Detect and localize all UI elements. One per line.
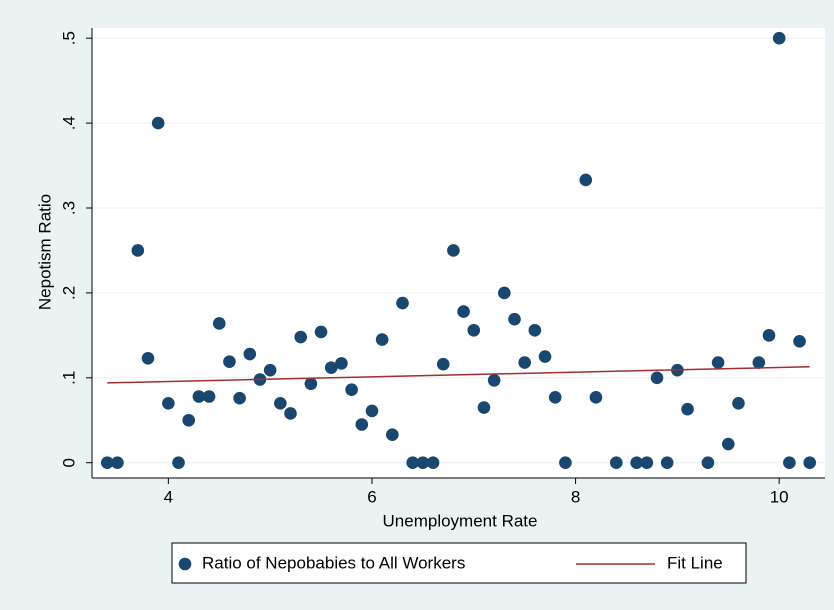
point xyxy=(365,404,379,418)
point xyxy=(396,296,409,310)
y-tick-label: .4 xyxy=(59,116,78,130)
point xyxy=(192,390,206,403)
point xyxy=(467,323,481,337)
point xyxy=(528,323,542,337)
point xyxy=(559,456,572,470)
point xyxy=(681,402,694,416)
point xyxy=(284,407,297,420)
point xyxy=(579,173,593,187)
point xyxy=(538,350,552,363)
point xyxy=(436,357,450,371)
fit-line xyxy=(107,366,810,384)
point xyxy=(772,31,786,45)
point xyxy=(100,456,114,470)
point xyxy=(508,312,521,326)
point xyxy=(304,377,318,391)
y-tick-label: .2 xyxy=(59,286,78,300)
point xyxy=(477,401,491,414)
point xyxy=(752,356,766,369)
y-axis-title: Nepotism Ratio xyxy=(35,194,54,310)
point xyxy=(640,456,654,470)
y-tick-label: .1 xyxy=(59,371,78,385)
point xyxy=(386,428,399,441)
point xyxy=(548,391,562,404)
x-tick-label: 8 xyxy=(571,487,580,506)
point xyxy=(711,356,725,369)
point xyxy=(803,456,817,470)
point xyxy=(487,374,501,387)
legend-label: Ratio of Nepobabies to All Workers xyxy=(202,553,465,572)
point xyxy=(630,456,643,470)
point xyxy=(498,286,511,300)
point xyxy=(660,456,674,470)
point xyxy=(375,333,389,346)
point xyxy=(314,325,328,339)
point xyxy=(518,356,531,369)
point xyxy=(406,456,419,470)
point xyxy=(609,456,623,470)
y-tick-label: 0 xyxy=(59,458,78,467)
point xyxy=(721,437,735,451)
point xyxy=(274,396,287,410)
point xyxy=(223,355,236,368)
point xyxy=(233,391,246,405)
point xyxy=(162,396,175,410)
x-tick-label: 10 xyxy=(770,487,789,506)
point xyxy=(732,396,745,410)
point xyxy=(243,347,257,361)
point xyxy=(345,383,358,396)
point xyxy=(324,361,338,374)
point xyxy=(457,305,470,318)
point xyxy=(202,390,216,403)
point xyxy=(151,116,165,130)
point xyxy=(182,413,196,427)
legend-swatch xyxy=(178,557,192,571)
point xyxy=(111,456,124,470)
legend-box xyxy=(171,542,747,584)
legend-label: Fit Line xyxy=(667,553,723,572)
x-tick-label: 4 xyxy=(164,487,173,506)
point xyxy=(701,456,715,470)
point xyxy=(141,351,155,365)
point xyxy=(172,456,185,470)
point xyxy=(131,244,145,257)
point xyxy=(212,317,226,330)
point xyxy=(793,335,806,348)
point xyxy=(762,329,776,342)
point xyxy=(294,330,308,344)
point xyxy=(416,456,430,470)
point xyxy=(783,456,796,470)
y-tick-label: .3 xyxy=(59,201,78,215)
x-tick-label: 6 xyxy=(367,487,376,506)
x-axis-title: Unemployment Rate xyxy=(383,511,538,530)
point xyxy=(355,418,369,431)
point xyxy=(650,371,664,385)
point xyxy=(263,363,277,377)
point xyxy=(335,357,348,370)
point xyxy=(426,456,440,470)
point xyxy=(447,244,460,257)
y-tick-label: .5 xyxy=(59,31,78,45)
point xyxy=(589,391,603,404)
